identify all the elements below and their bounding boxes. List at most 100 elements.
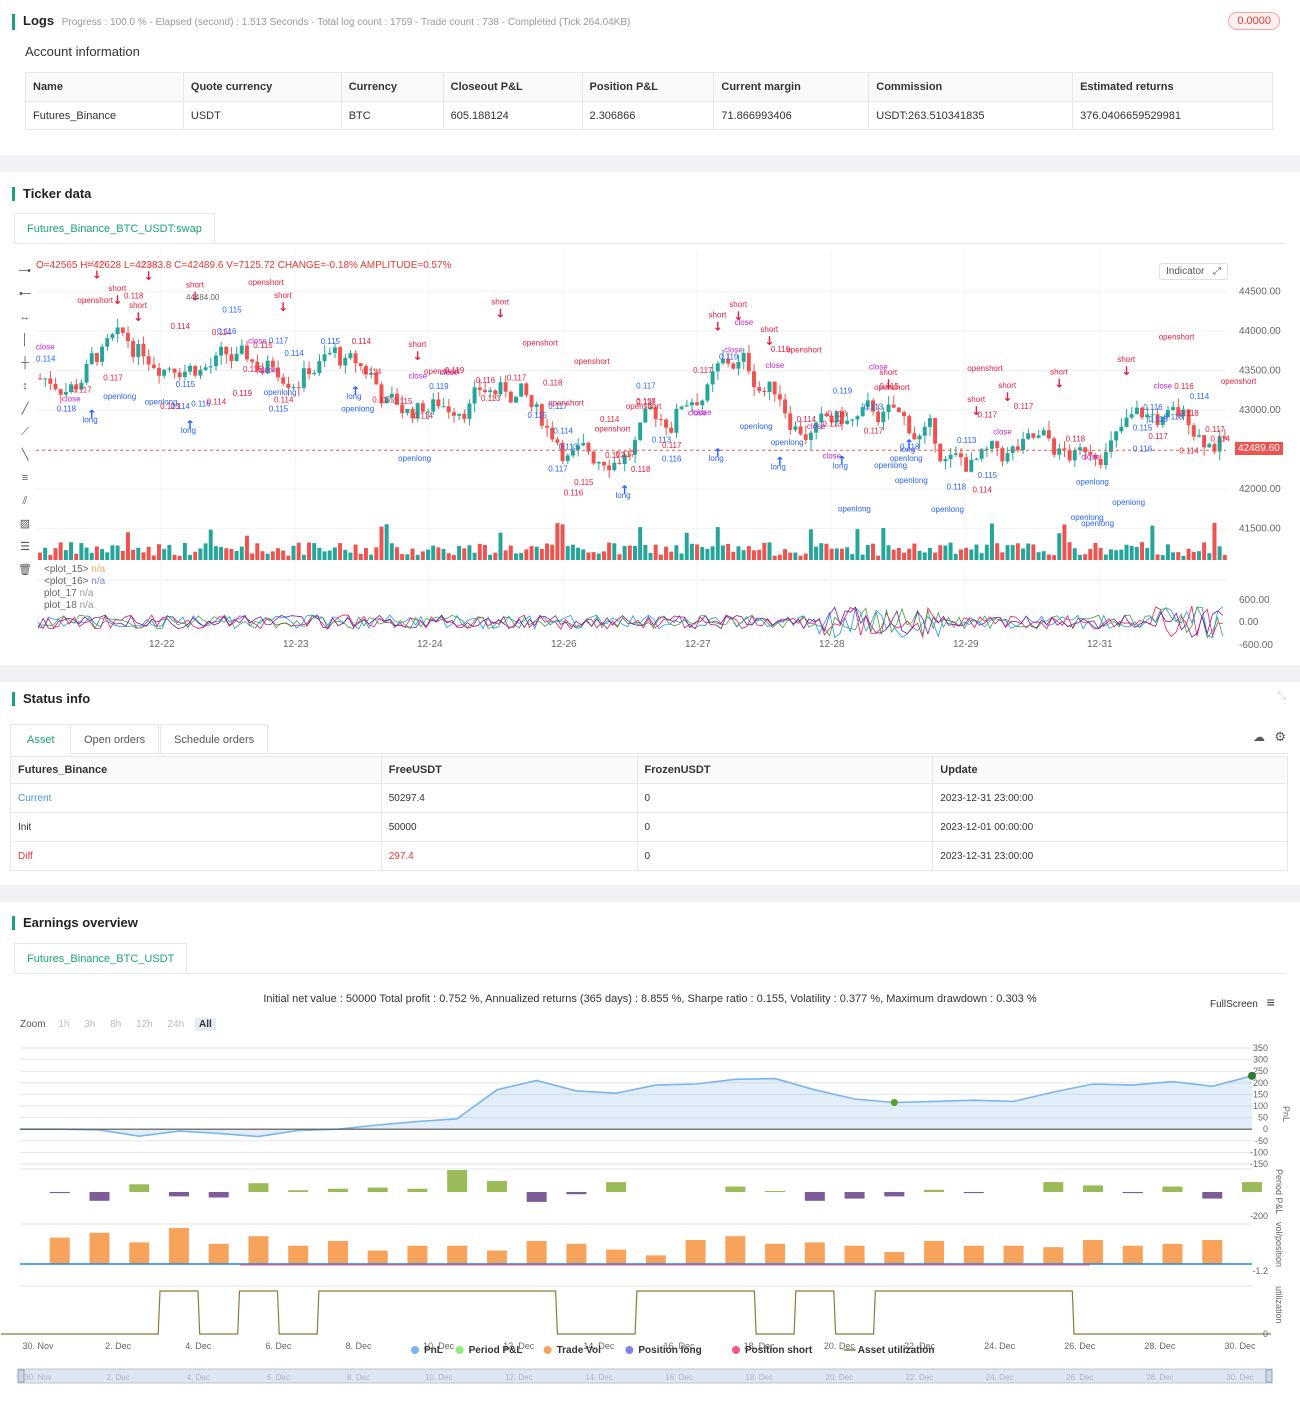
- candle-body: [84, 363, 89, 383]
- zoom-8h[interactable]: 8h: [110, 1019, 122, 1030]
- extended-line-icon[interactable]: ↔: [19, 311, 31, 323]
- volume-bar: [648, 553, 653, 560]
- trade-vol-bar: [765, 1243, 786, 1264]
- volume-bar: [327, 550, 332, 560]
- candle-body: [736, 361, 741, 369]
- candle-body: [752, 371, 756, 388]
- layers-icon[interactable]: ☰: [20, 541, 30, 553]
- earnings-chart[interactable]: 350300250200150100500-50-100-150PnL-200P…: [0, 1004, 1300, 1404]
- trade-signal-label: close: [993, 428, 1012, 437]
- volume-bar: [798, 555, 803, 560]
- trade-signal-label: 0.113: [1148, 415, 1168, 424]
- collapse-icon[interactable]: ⤡: [1277, 690, 1286, 702]
- volume-bar: [689, 543, 694, 560]
- menu-icon[interactable]: ≡: [1266, 994, 1275, 1010]
- volume-bar: [1041, 551, 1046, 560]
- trash-icon[interactable]: 🗑: [18, 564, 32, 576]
- hover-price-label: 44484.00: [186, 293, 220, 302]
- trade-vol-bar: [725, 1236, 746, 1264]
- candle-body: [596, 462, 601, 464]
- cloud-icon[interactable]: ☁: [1253, 730, 1265, 744]
- volume-bar: [1000, 552, 1005, 560]
- volume-bar: [876, 555, 881, 560]
- fib-icon[interactable]: ≡: [21, 472, 29, 484]
- candle-body: [131, 341, 136, 357]
- volume-bar: [482, 544, 487, 560]
- pnl-line: [20, 1075, 1253, 1138]
- period-pnl-bar: [447, 1170, 468, 1192]
- zoom-24h[interactable]: 24h: [167, 1019, 185, 1030]
- candle-body: [850, 419, 855, 421]
- cross-line-icon[interactable]: ┼: [21, 357, 29, 369]
- candle-body: [648, 407, 653, 410]
- candle-body: [1077, 447, 1082, 451]
- trade-signal-label: 0.115: [176, 380, 196, 389]
- candle-body: [291, 387, 296, 389]
- volume-bar: [343, 549, 348, 560]
- pnl-tick-label: -150: [1250, 1159, 1268, 1169]
- indicator-button[interactable]: Indicator ⤢: [1159, 263, 1229, 280]
- parallel-channel-icon[interactable]: ⫽: [22, 495, 28, 507]
- trade-signal-label: 0.116: [191, 399, 211, 408]
- period-pnl-bar: [248, 1183, 269, 1192]
- candle-body: [700, 400, 705, 406]
- zoom-1h[interactable]: 1h: [58, 1019, 70, 1030]
- candle-body: [338, 347, 343, 366]
- tab-earnings-symbol[interactable]: Futures_Binance_BTC_USDT: [14, 943, 188, 974]
- tab-open-orders[interactable]: Open orders: [70, 724, 160, 754]
- short-arrow-icon: ↓: [495, 307, 505, 321]
- trade-signal-label: 0.116: [1174, 382, 1194, 391]
- hatch-icon[interactable]: ▨: [19, 518, 31, 530]
- ray-line-icon[interactable]: ⟋: [21, 426, 29, 438]
- candle-body: [539, 404, 544, 426]
- candle-body: [534, 404, 539, 407]
- trade-signal-label: 0.119: [445, 366, 465, 375]
- kline-chart[interactable]: 44500.00 44000.00 43500.00 43000.00 42000.00…: [36, 250, 1288, 665]
- trade-vol-bar: [367, 1250, 388, 1264]
- candle-body: [1026, 433, 1031, 439]
- trend-line-icon[interactable]: ╱: [21, 403, 29, 415]
- zoom-all[interactable]: All: [195, 1018, 216, 1031]
- table-cell: 0: [637, 812, 934, 842]
- tab-ticker-swap[interactable]: Futures_Binance_BTC_USDT:swap: [14, 213, 215, 244]
- period-pnl-bar: [606, 1182, 627, 1192]
- vertical-line-icon[interactable]: │: [21, 334, 29, 346]
- zoom-3h[interactable]: 3h: [84, 1019, 96, 1030]
- trade-signal-label: 0.113: [864, 403, 884, 412]
- volume-bar: [84, 547, 89, 560]
- horizontal-line-icon[interactable]: ─•: [19, 265, 31, 277]
- price-range-icon[interactable]: ↕: [22, 380, 28, 392]
- date-tick-label: 12-23: [283, 639, 309, 650]
- candle-body: [871, 400, 875, 412]
- table-cell: 50000: [381, 812, 638, 842]
- logs-section: Logs Progress : 100.0 % - Elapsed (secon…: [0, 0, 1300, 155]
- horizontal-ray-icon[interactable]: •─: [19, 288, 31, 300]
- volume-bar: [726, 543, 731, 560]
- trade-signal-label: short: [409, 340, 428, 349]
- tab-schedule-orders[interactable]: Schedule orders: [160, 724, 269, 754]
- candle-body: [374, 372, 379, 385]
- candle-body: [886, 404, 891, 412]
- volume-bar: [369, 554, 374, 560]
- status-section: Status info ⤡ Asset Open orders Schedule…: [0, 682, 1300, 885]
- gear-icon[interactable]: ⚙: [1274, 729, 1286, 744]
- trade-signal-label: 0.113: [957, 436, 977, 445]
- trade-signal-label: 0.114: [1179, 447, 1199, 456]
- pnl-tick-label: 50: [1258, 1113, 1268, 1123]
- long-arrow-icon: ↑: [185, 418, 195, 432]
- tab-asset[interactable]: Asset: [10, 724, 72, 754]
- volume-bar: [1062, 524, 1067, 560]
- trade-vol-bar: [288, 1245, 309, 1264]
- progress-line: Progress : 100.0 % - Elapsed (second) : …: [61, 17, 631, 28]
- short-arrow-icon: ↓: [112, 293, 122, 307]
- price-tick-label: 43000.00: [1239, 405, 1281, 416]
- trade-signal-label: 0.115: [253, 341, 273, 350]
- zoom-12h[interactable]: 12h: [136, 1019, 153, 1030]
- pnl-tick-label: 350: [1253, 1043, 1268, 1053]
- navigator-handle-left: [17, 1369, 25, 1383]
- candle-body: [896, 407, 901, 413]
- fullscreen-button[interactable]: FullScreen ≡: [1210, 994, 1275, 1010]
- volume-bar: [529, 546, 534, 560]
- segment-icon[interactable]: ╲: [21, 449, 29, 461]
- trade-signal-label: 0.116: [217, 327, 237, 336]
